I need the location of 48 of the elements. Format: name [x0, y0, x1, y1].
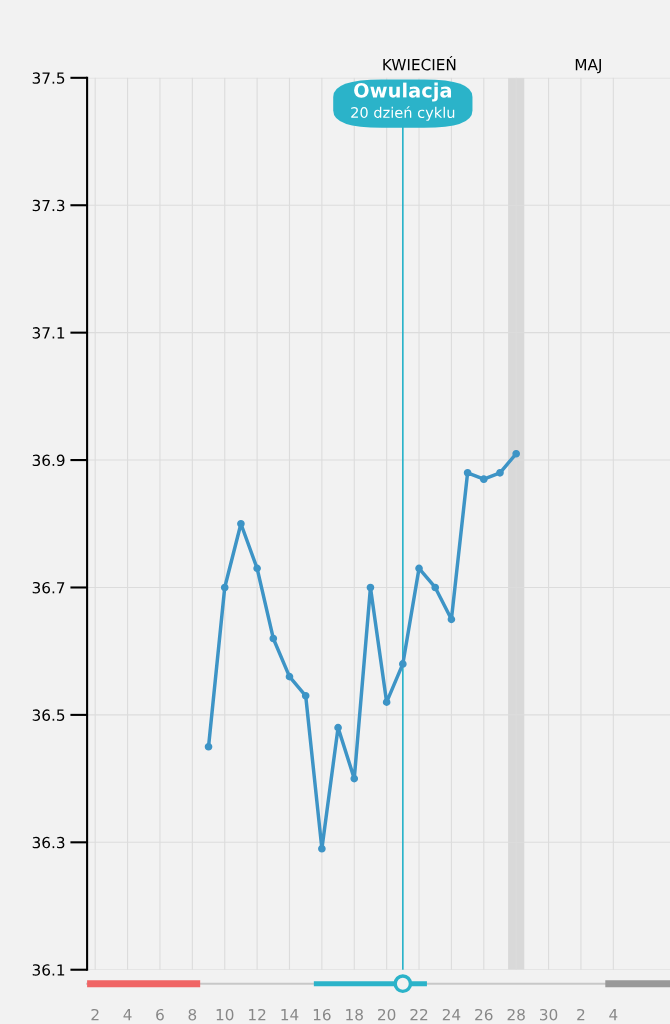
- point: [366, 583, 375, 592]
- x-tick-label: 26: [475, 1008, 493, 1021]
- x-tick-label: 16: [313, 1008, 331, 1021]
- y-tick-label: 36.5: [32, 709, 65, 721]
- y-tick-label: 36.9: [32, 454, 65, 467]
- point: [204, 742, 213, 751]
- point: [334, 723, 342, 732]
- point: [301, 691, 310, 700]
- point: [285, 672, 294, 681]
- point: [431, 583, 440, 592]
- point: [447, 615, 456, 624]
- point: [269, 634, 278, 643]
- point: [463, 468, 472, 477]
- x-tick-label: 30: [540, 1008, 558, 1021]
- ref-line-label: Owulacja 20 dzień cyklu: [351, 82, 455, 121]
- x-tick-label: 22: [410, 1008, 428, 1021]
- x-tick-label: 2: [577, 1008, 585, 1021]
- x-tick-label: 4: [123, 1009, 132, 1021]
- x-tick-label: 18: [346, 1008, 363, 1021]
- x-tick-label: 20: [378, 1008, 396, 1021]
- point: [237, 519, 245, 528]
- x-tick-label: 10: [216, 1008, 234, 1021]
- text: MAJ: [575, 59, 601, 74]
- x-tick-label: 14: [281, 1009, 299, 1021]
- x-tick-label: 12: [249, 1008, 266, 1021]
- x-tick-label: 8: [188, 1008, 197, 1021]
- point: [512, 449, 520, 458]
- point: [350, 774, 359, 783]
- text: KWIECIEŃ: [383, 56, 456, 71]
- y-tick-label: 37.5: [32, 72, 65, 84]
- point: [382, 698, 391, 706]
- y-tick-label: 36.3: [32, 836, 65, 849]
- y-tick-label: 37.3: [32, 199, 65, 212]
- point: [253, 564, 261, 573]
- x-tick-label: 28: [507, 1008, 525, 1021]
- y-tick-label: 37.1: [32, 327, 65, 339]
- y-tick-label: 36.7: [32, 581, 65, 594]
- x-tick-label: 24: [442, 1008, 461, 1021]
- x-tick-label: 2: [91, 1008, 99, 1021]
- x-tick-label: 4: [609, 1009, 618, 1021]
- point: [496, 468, 504, 477]
- point: [479, 475, 488, 484]
- point: [220, 583, 229, 592]
- point: [318, 844, 326, 853]
- x-tick-label: 6: [156, 1008, 164, 1021]
- point: [415, 564, 423, 573]
- y-tick-label: 36.1: [32, 964, 65, 976]
- point: [399, 660, 407, 668]
